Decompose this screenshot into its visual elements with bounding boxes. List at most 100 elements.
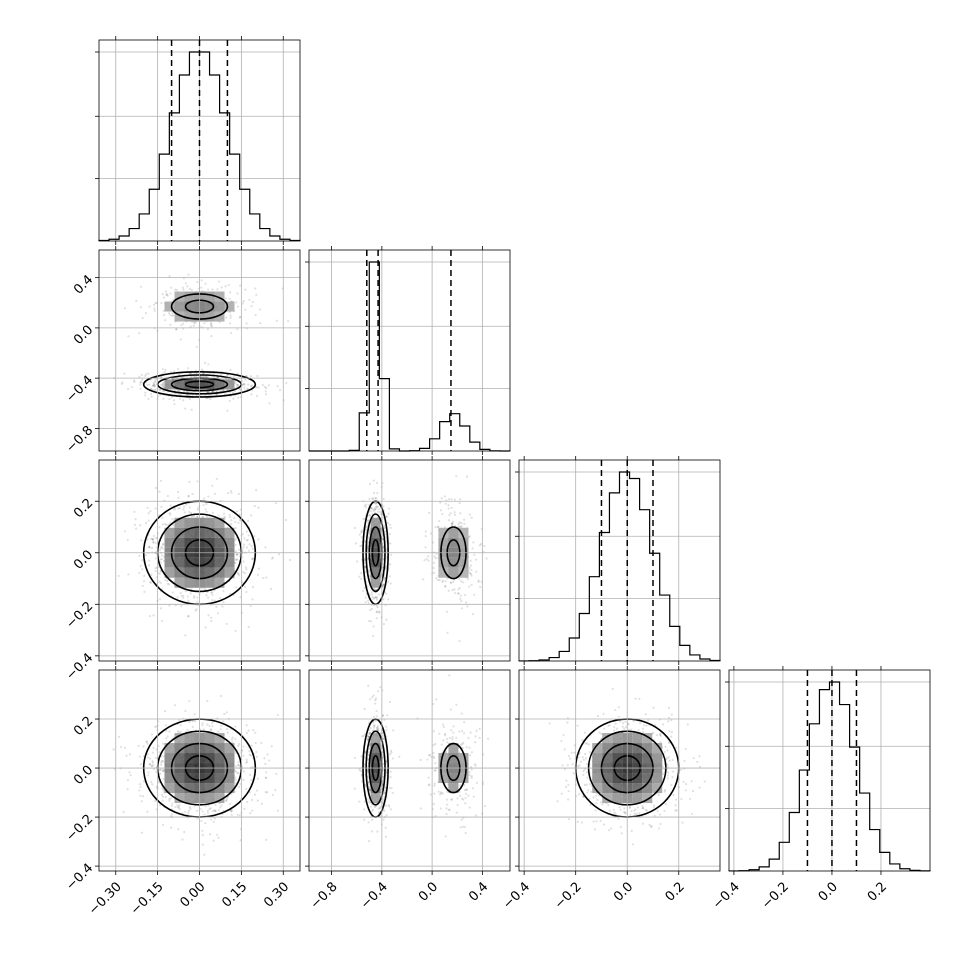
scatter-point	[647, 719, 650, 722]
scatter-point	[172, 399, 176, 402]
scatter-point	[465, 788, 469, 791]
scatter-point	[461, 581, 465, 584]
density-cell	[184, 733, 195, 744]
scatter-point	[148, 305, 151, 308]
scatter-point	[199, 375, 202, 378]
scatter-point	[459, 784, 462, 787]
scatter-point	[229, 489, 232, 493]
scatter-point	[184, 282, 187, 285]
scatter-point	[385, 515, 388, 518]
scatter-point	[219, 597, 222, 600]
scatter-point	[161, 382, 164, 385]
scatter-point	[375, 507, 378, 510]
scatter-point	[209, 728, 212, 731]
scatter-point	[165, 737, 168, 740]
scatter-point	[201, 829, 204, 832]
scatter-point	[242, 754, 245, 757]
scatter-point	[139, 306, 143, 309]
scatter-point	[367, 519, 370, 522]
density-cell	[174, 311, 185, 322]
scatter-point	[165, 523, 168, 526]
scatter-point	[367, 821, 370, 824]
scatter-point	[364, 529, 367, 532]
scatter-point	[364, 783, 367, 786]
scatter-point	[211, 810, 214, 813]
scatter-point	[274, 502, 278, 505]
scatter-point	[154, 567, 157, 570]
scatter-point	[364, 571, 367, 574]
scatter-point	[458, 751, 461, 754]
scatter-point	[441, 579, 445, 582]
scatter-point	[388, 700, 392, 704]
scatter-point	[469, 559, 472, 562]
scatter-point	[433, 792, 436, 795]
scatter-point	[126, 387, 130, 390]
scatter-point	[234, 558, 237, 561]
scatter-point	[444, 585, 447, 588]
scatter-point	[432, 744, 435, 747]
scatter-point	[150, 733, 154, 736]
scatter-point	[141, 316, 144, 319]
scatter-point	[381, 583, 385, 586]
scatter-point	[178, 397, 182, 400]
scatter-point	[451, 522, 454, 525]
scatter-point	[452, 725, 455, 728]
density-cell	[164, 743, 175, 754]
scatter-point	[154, 557, 157, 560]
scatter-point	[244, 288, 247, 291]
scatter-point	[158, 555, 161, 558]
scatter-point	[132, 379, 136, 382]
scatter-point	[139, 524, 142, 527]
scatter-point	[375, 726, 379, 729]
scatter-point	[141, 568, 144, 571]
scatter-point	[201, 810, 204, 813]
scatter-point	[370, 607, 374, 611]
density-cell	[204, 301, 215, 312]
scatter-point	[206, 390, 209, 394]
scatter-point	[212, 839, 215, 842]
density-cell	[174, 733, 185, 744]
scatter-point	[388, 805, 391, 808]
scatter-point	[468, 513, 472, 516]
scatter-point	[234, 629, 237, 632]
scatter-point	[462, 798, 465, 801]
scatter-point	[236, 771, 239, 774]
scatter-point	[215, 833, 219, 836]
scatter-point	[450, 522, 453, 525]
density-cell	[164, 527, 175, 538]
scatter-point	[206, 328, 209, 331]
scatter-point	[247, 729, 250, 732]
scatter-point	[261, 383, 264, 387]
scatter-point	[207, 363, 210, 366]
scatter-point	[241, 581, 244, 584]
density-cell	[224, 783, 235, 794]
density-cell	[448, 773, 459, 784]
scatter-point	[200, 587, 203, 590]
scatter-point	[231, 741, 234, 744]
scatter-point	[224, 297, 227, 300]
scatter-point	[161, 523, 165, 526]
scatter-point	[447, 498, 451, 501]
density-cell	[370, 793, 381, 804]
scatter-point	[150, 764, 153, 767]
scatter-point	[160, 763, 163, 766]
density-cell	[184, 301, 195, 312]
density-cell	[370, 577, 381, 588]
scatter-point	[211, 288, 214, 291]
scatter-point	[190, 408, 193, 411]
scatter-point	[447, 519, 451, 522]
density-cell	[164, 567, 175, 578]
scatter-point	[166, 494, 169, 498]
scatter-point	[237, 772, 240, 775]
scatter-point	[375, 505, 378, 508]
density-cell	[184, 567, 195, 578]
scatter-point	[166, 579, 169, 583]
scatter-point	[374, 719, 377, 723]
scatter-point	[147, 512, 150, 515]
scatter-point	[369, 698, 372, 701]
scatter-point	[204, 626, 207, 629]
scatter-point	[374, 697, 378, 700]
scatter-point	[179, 338, 182, 341]
scatter-point	[254, 741, 257, 745]
scatter-point	[259, 322, 262, 325]
